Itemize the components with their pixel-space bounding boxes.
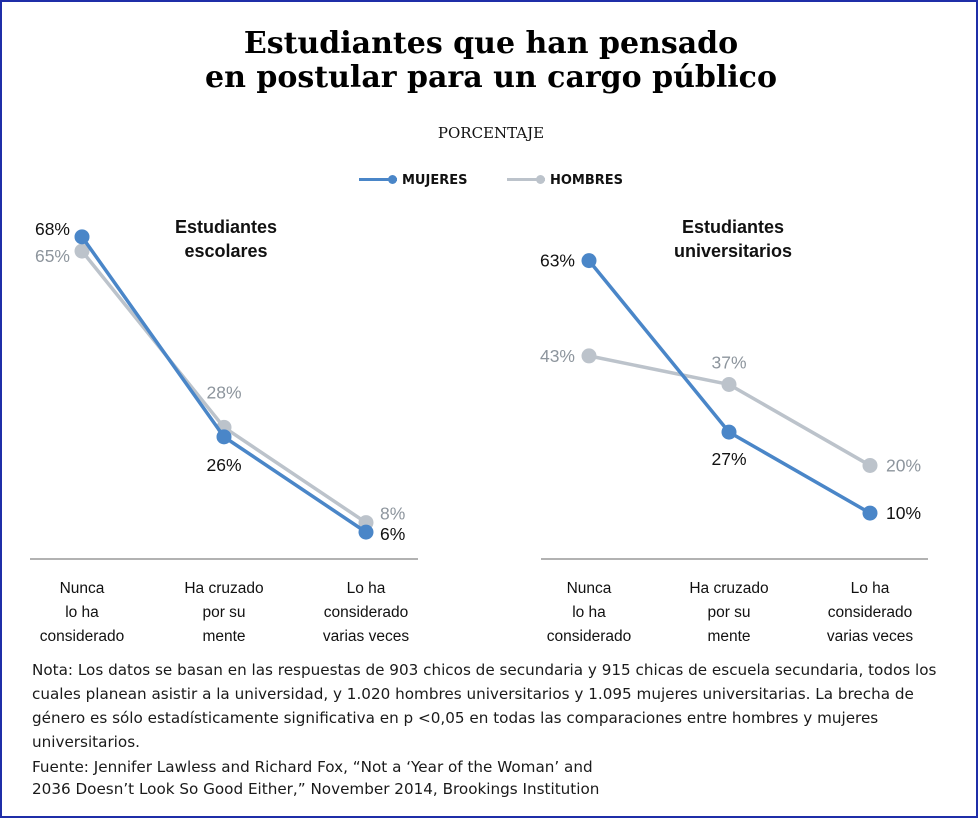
data-point-hombres-universitarios-2 (862, 457, 878, 473)
x-tick-label-universitarios-0: Nunca lo ha considerado (547, 580, 631, 645)
x-tick-label-escolares-2: Lo ha considerado varias veces (323, 580, 409, 645)
x-tick-label-escolares-0: Nunca lo ha considerado (40, 580, 124, 645)
data-point-hombres-universitarios-0 (581, 348, 597, 364)
legend-swatch-mujeres (359, 172, 397, 188)
x-tick-label-universitarios-1: Ha cruzado por su mente (689, 580, 768, 645)
data-label-hombres-universitarios-1: 37% (711, 352, 746, 372)
x-tick-label-universitarios-2: Lo ha considerado varias veces (827, 580, 913, 645)
data-point-hombres-universitarios-1 (721, 376, 737, 392)
data-label-mujeres-escolares-2: 6% (380, 524, 405, 544)
legend-swatch-hombres (507, 172, 545, 188)
data-label-mujeres-escolares-1: 26% (206, 455, 241, 475)
source-line-2: 2036 Doesn’t Look So Good Either,” Novem… (32, 780, 600, 798)
data-point-hombres-escolares-0 (74, 243, 90, 259)
note-text: Nota: Los datos se basan en las respuest… (32, 661, 937, 751)
data-point-mujeres-universitarios-0 (581, 253, 597, 269)
legend-line-mujeres (359, 178, 397, 181)
data-label-mujeres-universitarios-1: 27% (711, 449, 746, 469)
data-point-mujeres-escolares-0 (74, 229, 90, 245)
data-label-mujeres-universitarios-2: 10% (886, 503, 921, 523)
x-tick-label-escolares-1: Ha cruzado por su mente (184, 580, 263, 645)
data-point-mujeres-universitarios-1 (721, 424, 737, 440)
legend-item-hombres: HOMBRES (507, 172, 623, 188)
legend-line-hombres (507, 178, 545, 181)
data-point-mujeres-escolares-1 (216, 429, 232, 445)
data-point-mujeres-universitarios-2 (862, 505, 878, 521)
legend-dot-hombres (536, 175, 545, 184)
source-text: Fuente: Jennifer Lawless and Richard Fox… (32, 756, 732, 800)
data-label-hombres-escolares-0: 65% (35, 246, 70, 266)
source-line-1: Fuente: Jennifer Lawless and Richard Fox… (32, 758, 593, 776)
legend-dot-mujeres (388, 175, 397, 184)
data-label-hombres-universitarios-0: 43% (540, 346, 575, 366)
chart-title-line-1: Estudiantes que han pensado (243, 26, 739, 61)
panel-title-escolares: Estudiantes escolares (175, 217, 277, 261)
data-label-hombres-universitarios-2: 20% (886, 455, 921, 475)
data-label-mujeres-universitarios-0: 63% (540, 251, 575, 271)
chart-subtitle: PORCENTAJE (437, 124, 545, 142)
legend-label-mujeres: MUJERES (402, 172, 468, 188)
data-label-hombres-escolares-1: 28% (206, 382, 241, 402)
panel-title-universitarios: Estudiantes universitarios (674, 217, 792, 261)
data-label-mujeres-escolares-0: 68% (35, 219, 70, 239)
data-point-mujeres-escolares-2 (358, 524, 374, 540)
legend-item-mujeres: MUJERES (359, 172, 467, 188)
chart-title-line-2: en postular para un cargo público (205, 60, 777, 95)
data-label-hombres-escolares-2: 8% (380, 504, 405, 524)
legend-label-hombres: HOMBRES (550, 172, 624, 188)
